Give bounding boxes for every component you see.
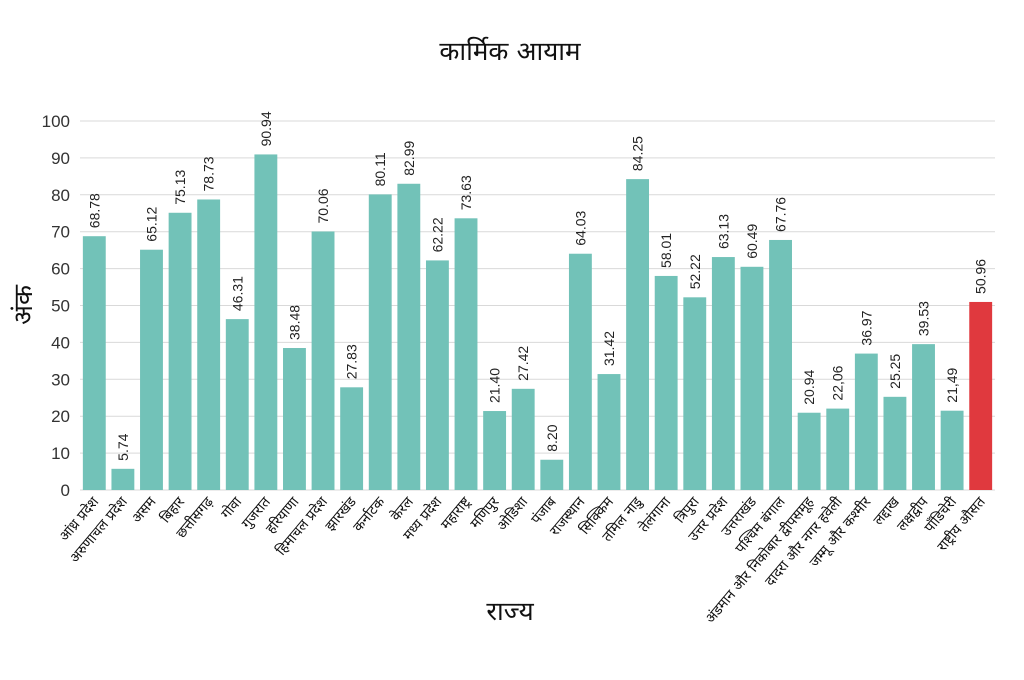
bar-value-label: 68.78	[86, 193, 102, 228]
bar	[797, 412, 821, 490]
y-axis-ticks: 0 10 20 30 40 50 60 70 80 90 100	[42, 112, 70, 500]
bar	[225, 319, 249, 490]
bar	[540, 459, 564, 490]
bar	[140, 249, 163, 490]
bar	[454, 218, 478, 490]
y-tick-label: 40	[51, 333, 70, 352]
y-tick-label: 50	[51, 297, 70, 316]
y-tick-label: 60	[51, 260, 70, 279]
y-tick-label: 100	[42, 112, 70, 131]
bar-value-label: 21,49	[944, 367, 960, 402]
bar	[168, 212, 192, 490]
bar	[254, 154, 278, 490]
bar	[111, 468, 135, 490]
bar-value-label: 50.96	[973, 259, 989, 294]
bar-value-label: 82.99	[401, 141, 417, 176]
x-tick-label: ओडिशा	[493, 493, 531, 534]
bar-value-label: 62.22	[429, 217, 445, 252]
x-tick-label: महाराष्ट्र	[438, 494, 475, 533]
bar	[969, 301, 993, 490]
bars	[82, 154, 993, 490]
bar-value-label: 84.25	[630, 136, 646, 171]
y-tick-label: 70	[51, 223, 70, 242]
bar-value-label: 27.83	[344, 344, 360, 379]
y-axis-title: अंक	[9, 284, 39, 325]
bar	[711, 257, 735, 490]
bar-value-label: 75.13	[172, 170, 188, 205]
x-tick-label: तेलंगाना	[635, 493, 674, 535]
bar-value-label: 64.03	[572, 210, 588, 245]
bar	[82, 236, 106, 490]
bar-value-label: 73.63	[458, 175, 474, 210]
bar	[340, 387, 364, 490]
y-tick-label: 20	[51, 407, 70, 426]
bar	[197, 199, 221, 490]
bar	[397, 183, 421, 490]
y-tick-label: 30	[51, 370, 70, 389]
bar-value-label: 78.73	[201, 156, 217, 191]
bar-value-label: 5.74	[115, 433, 131, 460]
data-labels: 68.78 5.74 65.12 75.13 78.73 46.31 90.94 38.48 7…	[86, 111, 988, 461]
bar-value-label: 90.94	[258, 111, 274, 146]
bar	[626, 179, 650, 490]
bar	[654, 275, 678, 490]
bar-value-label: 22,06	[830, 365, 846, 400]
bar-value-label: 70.06	[315, 188, 331, 223]
chart-title: कार्मिक आयाम	[439, 36, 581, 67]
bar-value-label: 63.13	[715, 214, 731, 249]
bar-value-label: 31.42	[601, 331, 617, 366]
bar-value-label: 39.53	[916, 301, 932, 336]
bar-value-label: 38.48	[286, 305, 302, 340]
bar-value-label: 20.94	[801, 369, 817, 404]
bar-value-label: 21.40	[487, 368, 503, 403]
bar	[483, 411, 507, 490]
bar	[283, 348, 306, 490]
bar	[854, 353, 878, 490]
bar	[568, 253, 592, 490]
bar	[511, 388, 535, 490]
bar	[597, 374, 621, 490]
bar-value-label: 58.01	[658, 233, 674, 268]
x-axis-title: राज्य	[486, 597, 534, 627]
y-tick-label: 10	[51, 444, 70, 463]
bar-value-label: 36.97	[858, 310, 874, 345]
y-tick-label: 90	[51, 149, 70, 168]
bar	[940, 410, 964, 490]
bar-value-label: 8.20	[544, 424, 560, 451]
bar-value-label: 80.11	[372, 152, 388, 186]
bar	[683, 297, 707, 490]
bar-value-label: 65.12	[143, 206, 159, 241]
bar	[826, 408, 850, 490]
y-tick-label: 80	[51, 186, 70, 205]
bar-value-label: 27.42	[515, 346, 531, 381]
bar	[311, 231, 335, 490]
y-tick-label: 0	[61, 481, 70, 500]
bar-value-label: 46.31	[229, 276, 245, 311]
bar	[912, 344, 935, 490]
bar	[883, 396, 907, 490]
bar	[425, 260, 449, 490]
x-tick-label: कर्नाटक	[350, 493, 389, 535]
bar	[740, 266, 764, 490]
x-tick-label: असम	[129, 494, 160, 527]
bar	[368, 194, 392, 490]
bar-value-label: 25.25	[887, 354, 903, 389]
bar-value-label: 52.22	[687, 254, 703, 289]
bar-value-label: 67.76	[773, 197, 789, 232]
bar	[769, 239, 792, 490]
bar-value-label: 60.49	[744, 224, 760, 259]
